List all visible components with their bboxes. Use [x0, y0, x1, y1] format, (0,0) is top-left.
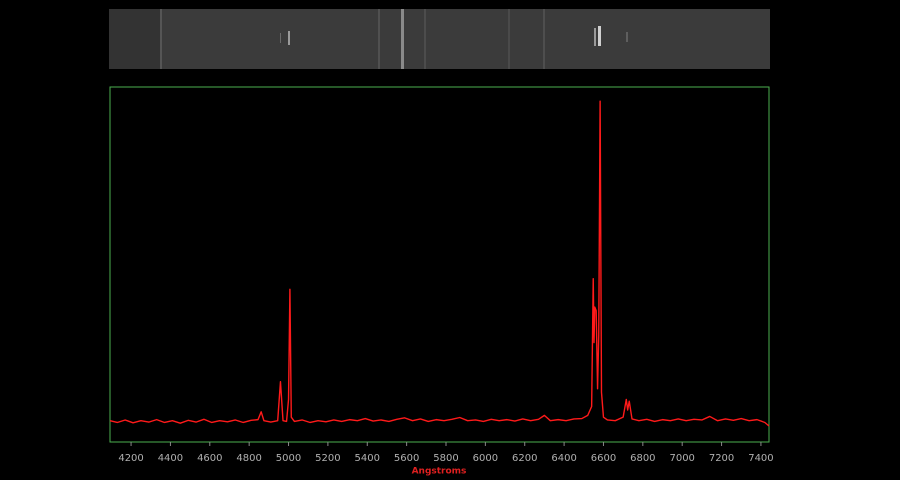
x-tick-label: 4600 [197, 453, 222, 464]
x-tick-label: 7200 [709, 453, 734, 464]
x-tick-label: 4400 [158, 453, 183, 464]
x-tick-label: 7400 [748, 453, 773, 464]
x-tick-label: 5800 [433, 453, 458, 464]
spectrum-image [109, 9, 770, 69]
x-tick-label: 6800 [630, 453, 655, 464]
plot-frame [109, 86, 770, 443]
x-tick-label: 5600 [394, 453, 419, 464]
x-tick-label: 6600 [591, 453, 616, 464]
x-tick-label: 6200 [512, 453, 537, 464]
x-tick-label: 5200 [315, 453, 340, 464]
x-tick-label: 6400 [551, 453, 576, 464]
x-tick-label: 7000 [669, 453, 694, 464]
x-tick-label: 5000 [276, 453, 301, 464]
x-tick-label: 5400 [355, 453, 380, 464]
x-tick-label: 4200 [118, 453, 143, 464]
x-axis-label: Angstroms [412, 467, 467, 477]
spectrum-line [109, 100, 770, 427]
x-tick-label: 6000 [473, 453, 498, 464]
x-tick-label: 4800 [236, 453, 261, 464]
